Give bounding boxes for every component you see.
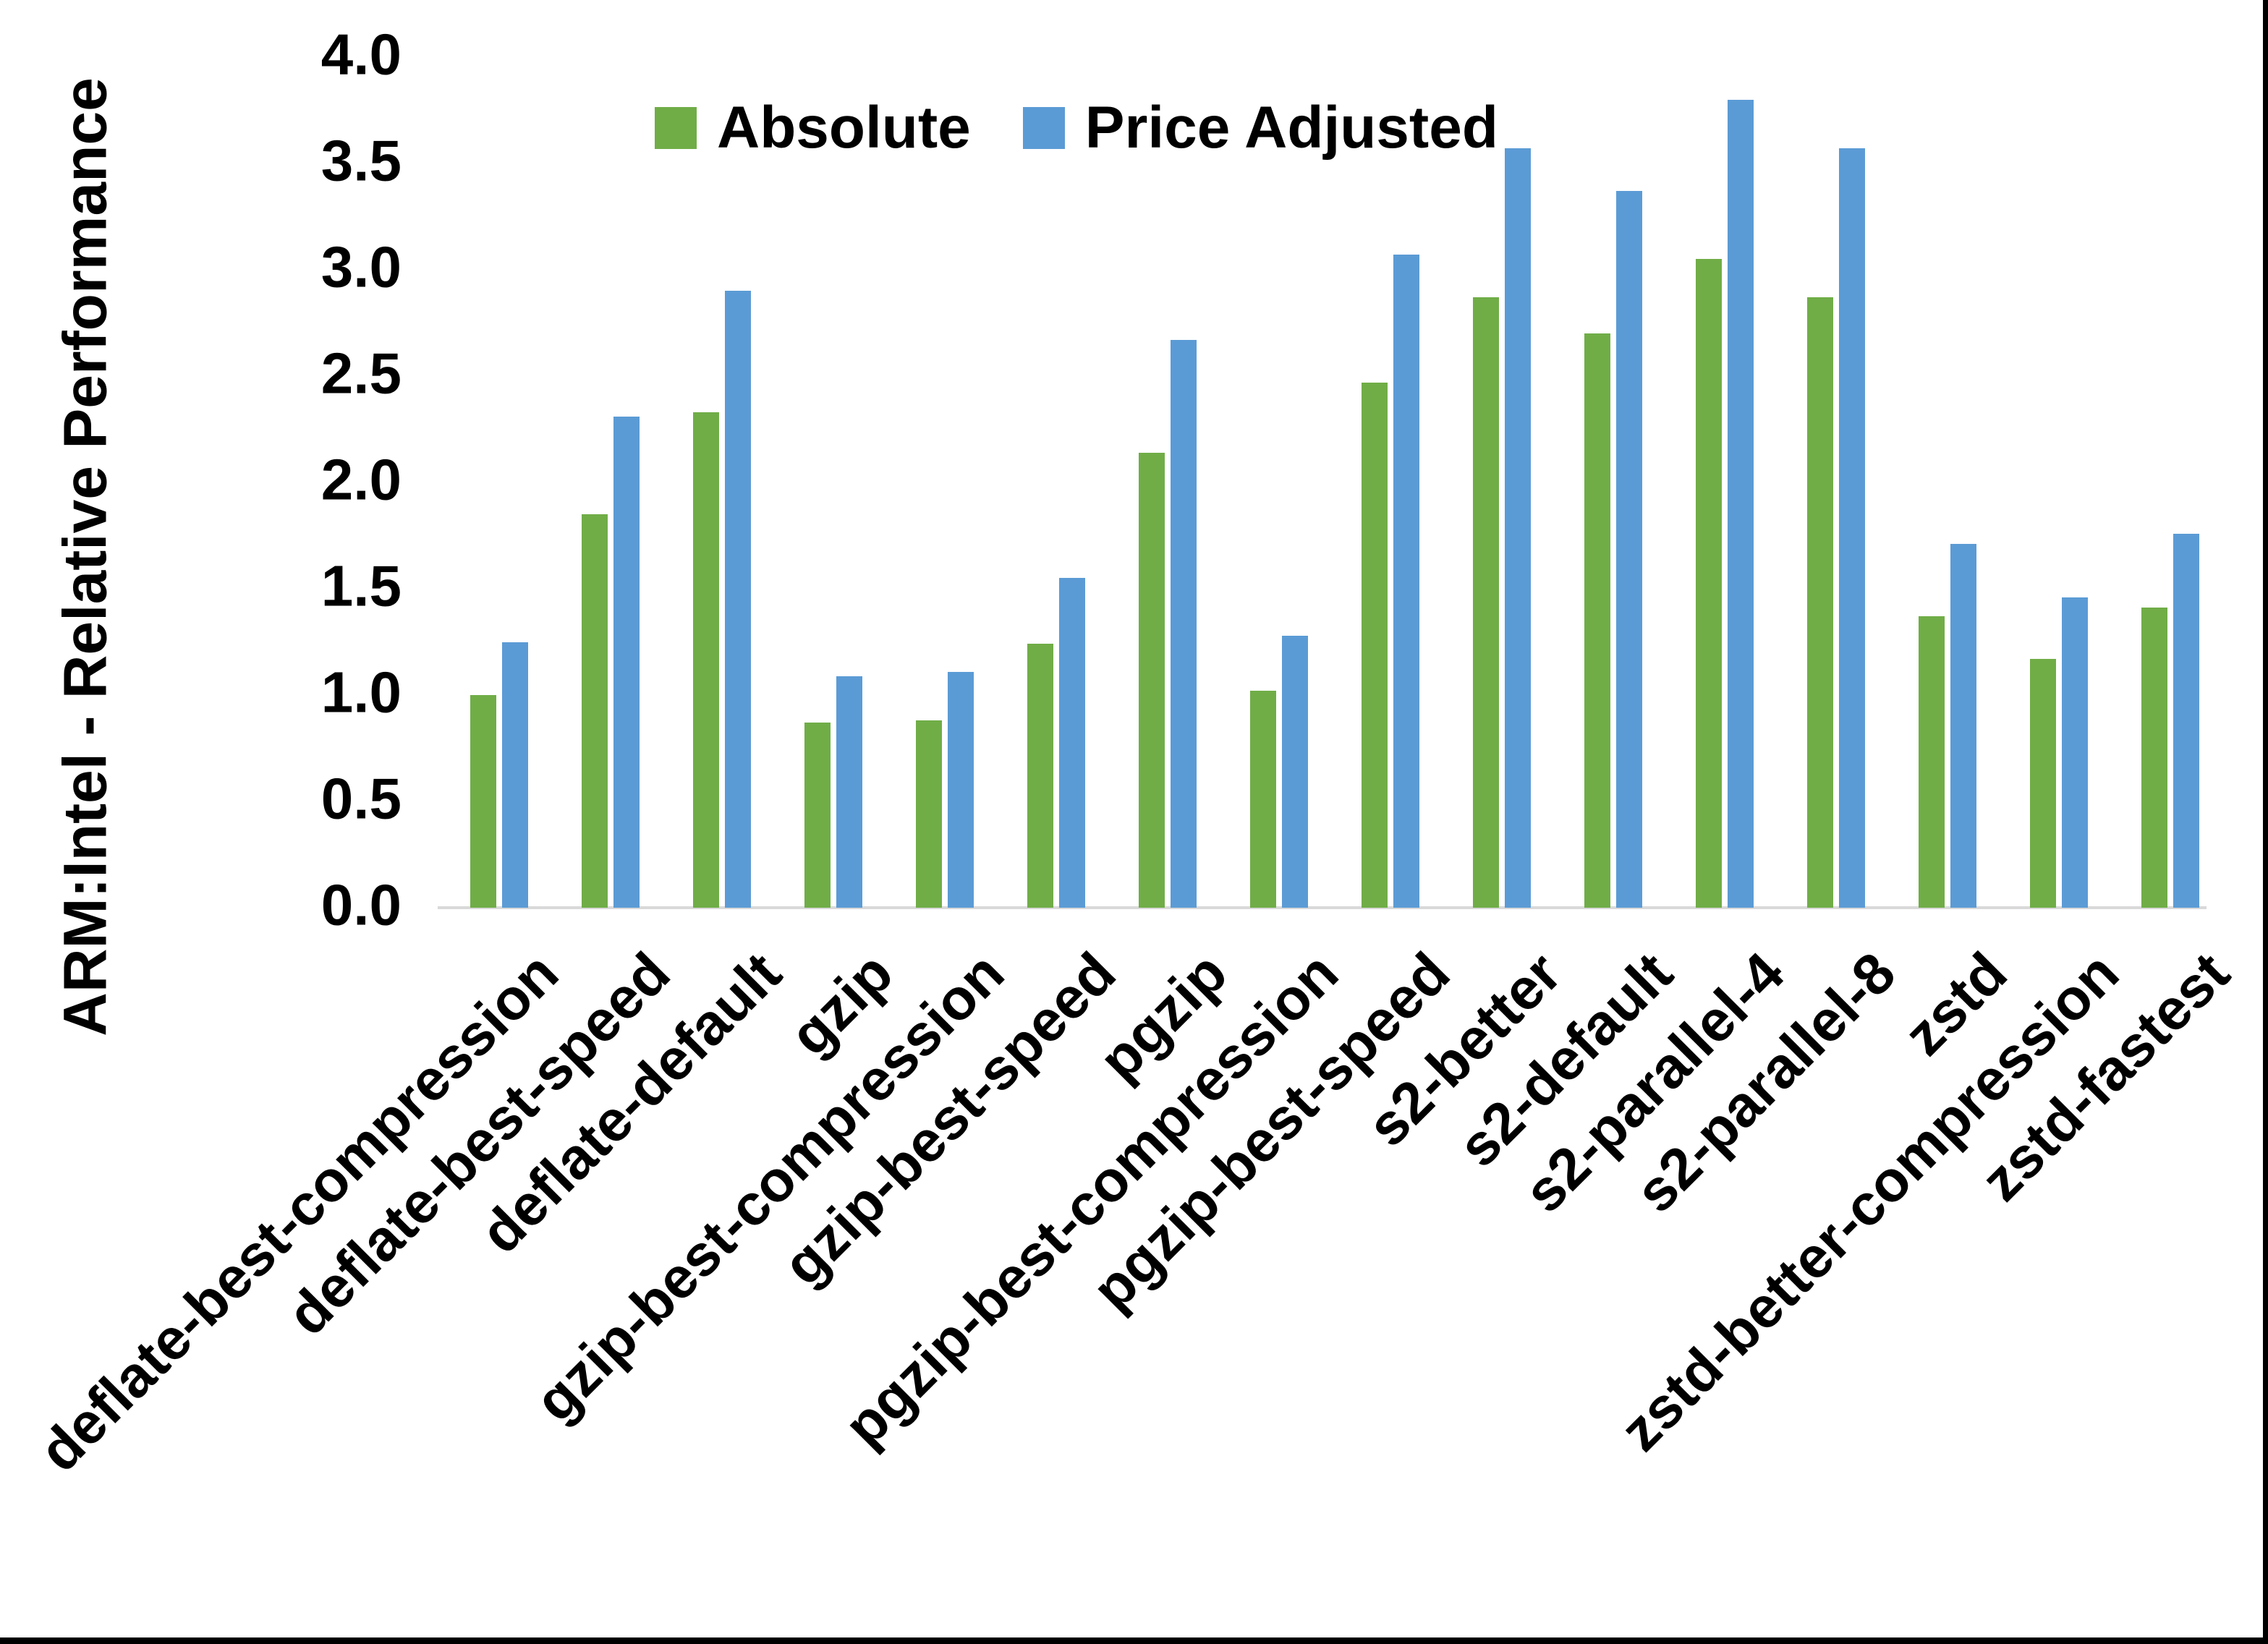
- bar-group: [1919, 57, 1976, 908]
- bar-absolute: [804, 723, 831, 908]
- bar-price-adjusted: [725, 291, 751, 908]
- y-tick-label: 2.0: [320, 447, 402, 512]
- bar-group: [470, 57, 528, 908]
- bar-absolute: [1139, 452, 1165, 908]
- y-tick-label: 0.0: [320, 872, 402, 937]
- bar-absolute: [1250, 691, 1276, 908]
- legend-item-price-adjusted: Price Adjusted: [1022, 94, 1498, 162]
- y-tick-label: 1.0: [320, 660, 402, 725]
- bar-price-adjusted: [1393, 255, 1419, 908]
- bar-group: [916, 57, 974, 908]
- bar-group: [804, 57, 862, 908]
- bar-price-adjusted: [2062, 597, 2088, 908]
- y-tick-label: 0.5: [320, 766, 402, 831]
- plot-area: [449, 57, 2203, 908]
- bar-group: [1584, 57, 1642, 908]
- bar-absolute: [1584, 333, 1610, 908]
- bar-absolute: [1919, 616, 1945, 908]
- y-tick-label: 3.0: [320, 234, 402, 299]
- legend: Absolute Price Adjusted: [655, 94, 1498, 162]
- bar-price-adjusted: [1839, 148, 1865, 908]
- y-tick-label: 1.5: [320, 553, 402, 618]
- bar-absolute: [1362, 382, 1388, 908]
- bar-group: [1027, 57, 1085, 908]
- bar-price-adjusted: [1616, 191, 1642, 908]
- y-tick-label: 3.5: [320, 128, 402, 193]
- legend-swatch-price-adjusted: [1022, 107, 1065, 149]
- bar-absolute: [693, 412, 719, 908]
- bar-group: [1807, 57, 1865, 908]
- y-axis-title: ARM:Intel - Relative Performance: [51, 77, 119, 1036]
- bar-absolute: [1027, 644, 1053, 908]
- bar-absolute: [582, 514, 608, 908]
- bar-group: [1362, 57, 1419, 908]
- bar-price-adjusted: [1171, 340, 1197, 908]
- y-tick-label: 2.5: [320, 341, 402, 406]
- bar-price-adjusted: [1505, 148, 1531, 908]
- bar-price-adjusted: [836, 676, 862, 908]
- legend-item-absolute: Absolute: [655, 94, 971, 162]
- bar-price-adjusted: [948, 671, 974, 908]
- bar-price-adjusted: [1282, 635, 1308, 908]
- bar-absolute: [2030, 659, 2056, 908]
- bar-group: [582, 57, 640, 908]
- bar-absolute: [1807, 297, 1833, 908]
- bar-group: [1473, 57, 1531, 908]
- bar-absolute: [2141, 608, 2167, 908]
- bar-absolute: [1473, 297, 1499, 908]
- legend-label: Absolute: [717, 95, 971, 161]
- y-tick-label: 4.0: [320, 22, 402, 87]
- bar-absolute: [916, 720, 942, 908]
- bar-price-adjusted: [502, 642, 528, 908]
- bar-group: [1139, 57, 1197, 908]
- legend-swatch-absolute: [655, 107, 697, 149]
- bar-price-adjusted: [613, 416, 640, 908]
- bar-group: [2141, 57, 2199, 908]
- bar-group: [1250, 57, 1308, 908]
- bar-group: [693, 57, 751, 908]
- bar-absolute: [1696, 259, 1722, 908]
- bar-group: [1696, 57, 1754, 908]
- bar-price-adjusted: [1059, 578, 1085, 908]
- bar-group: [2030, 57, 2088, 908]
- bar-absolute: [470, 695, 496, 908]
- bar-price-adjusted: [2173, 533, 2199, 908]
- legend-label: Price Adjusted: [1084, 95, 1498, 161]
- bar-price-adjusted: [1728, 99, 1754, 908]
- bar-price-adjusted: [1950, 544, 1976, 908]
- x-axis-line: [438, 906, 2207, 909]
